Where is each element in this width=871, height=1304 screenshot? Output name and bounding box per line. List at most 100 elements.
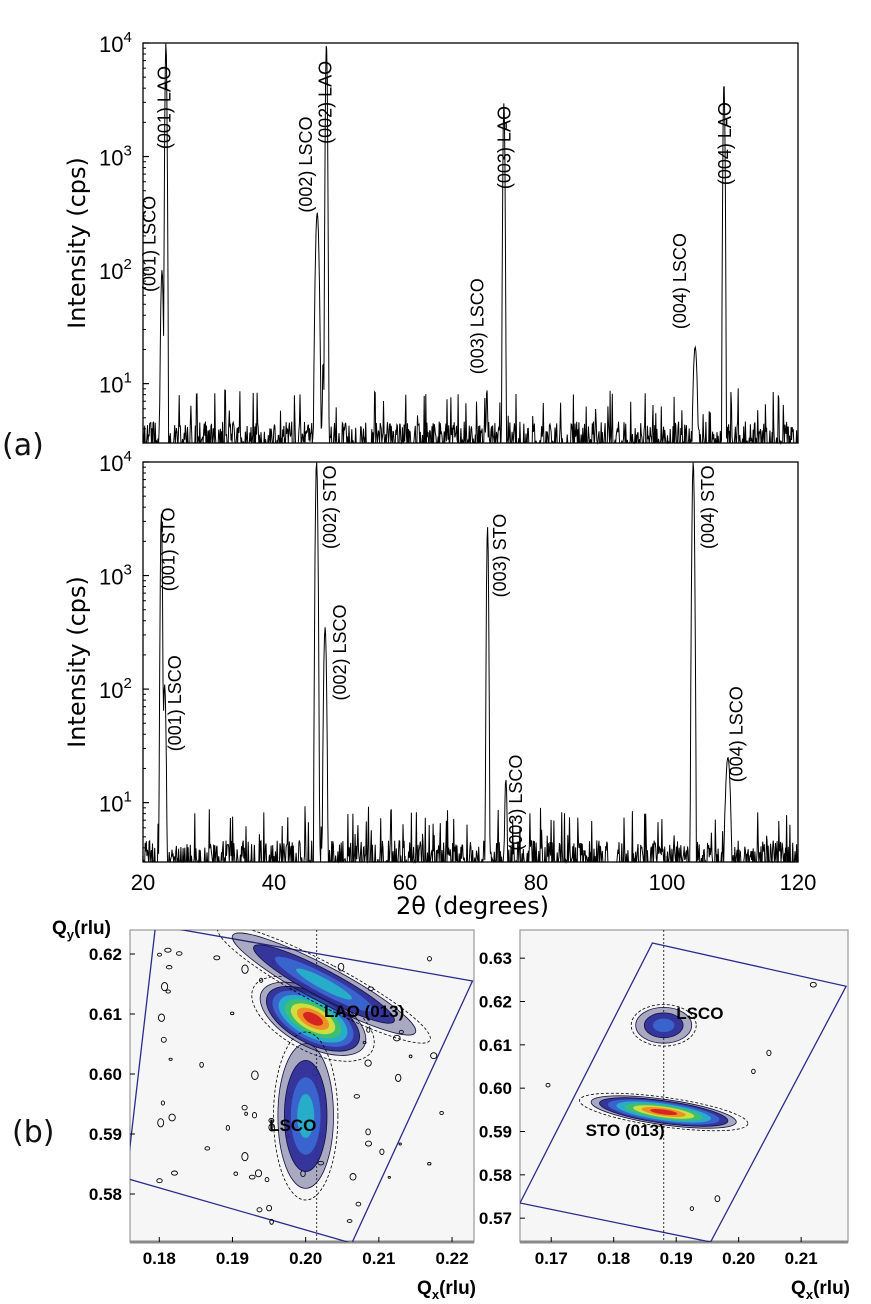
noise-contour — [269, 1218, 274, 1225]
noise-contour — [349, 1173, 357, 1181]
noise-contour — [264, 1177, 270, 1183]
peak-label: (002) LSCO — [296, 117, 316, 213]
noise-contour — [266, 1204, 273, 1212]
noise-contour — [364, 1059, 372, 1067]
noise-contour — [204, 1146, 211, 1151]
noise-contour — [213, 955, 221, 961]
noise-contour — [346, 1219, 353, 1223]
noise-contour — [355, 1201, 362, 1207]
noise-contour — [160, 1100, 165, 1106]
noise-contour — [175, 951, 183, 956]
y-axis-label: Intensity (cps) — [63, 576, 91, 748]
y-tick-label: 0.62 — [479, 993, 512, 1012]
peak-label: (002) STO — [320, 465, 340, 549]
diffraction-trace — [142, 462, 798, 864]
noise-contour — [427, 1161, 432, 1166]
rsm-map-right: 0.17 0.18 0.19 0.20 0.21 0.57 0.58 0.59 0.60 0.61… — [479, 929, 850, 1302]
noise-contour — [259, 977, 264, 983]
noise-contour — [256, 1207, 263, 1213]
noise-contour — [157, 1118, 165, 1128]
x-tick-label: 100 — [649, 870, 686, 895]
peak-label: (003) LSCO — [506, 755, 526, 851]
contour-level — [296, 968, 352, 1000]
x-tick-label: 0.18 — [143, 1249, 176, 1268]
noise-contour — [251, 1112, 258, 1119]
peak-label: (003) LAO — [494, 106, 514, 189]
peak-label: (004) LAO — [715, 102, 735, 185]
peak-label: (001) LSCO — [139, 196, 159, 292]
noise-contour — [160, 1036, 167, 1043]
scan-boundary — [130, 930, 474, 1242]
noise-contour — [157, 952, 162, 957]
peak-label: (004) STO — [698, 465, 718, 549]
x-tick-label: 0.20 — [722, 1249, 755, 1268]
noise-contour — [439, 1110, 444, 1116]
map-frame — [519, 929, 849, 1243]
contour-outer — [630, 1004, 697, 1047]
peak-label: (001) LSCO — [165, 655, 185, 751]
y-tick-label: 0.63 — [479, 949, 512, 968]
noise-contour — [241, 1152, 249, 1162]
noise-contour — [809, 981, 817, 988]
noise-contour — [254, 1169, 263, 1178]
noise-contour — [199, 1061, 204, 1068]
y-tick-label: 101 — [99, 789, 132, 817]
peak-label: (004) LSCO — [670, 233, 690, 329]
peak-annotation: LAO (013) — [324, 1002, 404, 1021]
noise-contour — [366, 1027, 371, 1033]
y-tick-label: 0.61 — [479, 1036, 512, 1055]
peak-label: (003) LSCO — [468, 278, 488, 374]
noise-contour — [393, 1034, 401, 1042]
y-tick-label: 102 — [99, 675, 132, 703]
noise-contour — [395, 1073, 402, 1082]
intensity-peak — [251, 975, 375, 1062]
x-tick-label: 40 — [262, 870, 286, 895]
x-tick-label: 0.22 — [435, 1249, 468, 1268]
peak-label: (003) STO — [490, 514, 510, 598]
noise-contour — [164, 947, 172, 953]
x-tick-label: 80 — [524, 870, 548, 895]
noise-contour — [233, 1171, 239, 1176]
noise-contour — [165, 989, 171, 994]
noise-contour — [362, 1040, 367, 1045]
noise-contour — [751, 1068, 756, 1075]
noise-contour — [387, 1176, 391, 1179]
noise-contour — [244, 1111, 248, 1116]
noise-contour — [766, 1049, 772, 1057]
x-tick-label: 0.20 — [289, 1249, 322, 1268]
panel-a-label: (a) — [2, 428, 44, 463]
noise-contour — [241, 964, 249, 974]
peak-label: (001) STO — [158, 508, 178, 592]
plot-frame — [142, 42, 799, 444]
y-tick-label: 0.60 — [479, 1079, 512, 1098]
contour-level — [650, 1108, 678, 1116]
noise-contour — [430, 1052, 438, 1060]
x-tick-label: 0.19 — [660, 1249, 693, 1268]
intensity-peak — [273, 1031, 339, 1201]
rsm-map-left: 0.18 0.19 0.20 0.21 0.22 0.58 0.59 0.60 0.61 0.62… — [52, 918, 476, 1302]
y-tick-label: 0.62 — [89, 945, 122, 964]
noise-contour — [365, 1128, 371, 1136]
noise-contour — [161, 982, 169, 992]
x-tick-label: 0.18 — [597, 1249, 630, 1268]
noise-contour — [168, 1057, 173, 1061]
y-tick-label: 104 — [99, 29, 132, 57]
peak-label: (001) LAO — [155, 66, 175, 149]
y-tick-label: 101 — [99, 370, 132, 398]
intensity-peak — [217, 930, 431, 1044]
x-axis-label: Qx(rlu) — [417, 1278, 476, 1302]
contour-level — [653, 1018, 675, 1033]
contour-outer — [273, 1031, 339, 1201]
noise-contour — [241, 1104, 248, 1111]
y-tick-label: 0.58 — [479, 1166, 512, 1185]
noise-contour — [156, 1178, 163, 1184]
y-tick-label: 0.58 — [89, 1185, 122, 1204]
contour-level — [303, 1011, 323, 1026]
diffraction-trace — [142, 43, 798, 445]
x-tick-label: 0.17 — [535, 1249, 568, 1268]
noise-contour — [398, 1142, 402, 1146]
noise-contour — [251, 1070, 259, 1080]
noise-contour — [365, 1140, 372, 1147]
x-tick-label: 20 — [131, 870, 155, 895]
